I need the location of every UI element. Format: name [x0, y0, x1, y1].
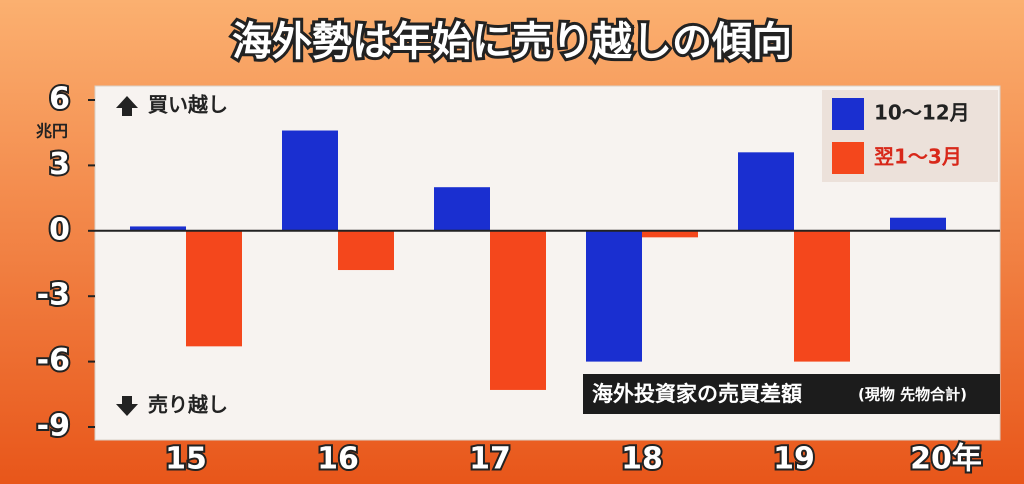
y-tick-label: 3: [49, 147, 70, 182]
bar: [738, 152, 794, 231]
bar: [794, 230, 850, 362]
legend-swatch: [832, 98, 864, 130]
chart-title: 海外勢は年始に売り越しの傾向: [232, 19, 792, 65]
y-tick-label: 6: [49, 82, 70, 117]
bar: [586, 230, 642, 362]
note-box: [583, 374, 1000, 414]
note: 海外投資家の売買差額: [592, 382, 802, 406]
bar: [434, 187, 490, 231]
annotation: 売り越し: [148, 393, 228, 417]
bar: [282, 130, 338, 231]
y-unit: 兆円: [36, 122, 68, 141]
annotation: 買い越し: [148, 93, 228, 117]
x-tick-label: 17: [469, 442, 511, 477]
legend-label: 翌1〜3月: [874, 145, 962, 169]
bar: [642, 230, 698, 238]
bar: [338, 230, 394, 271]
note-sub: (現物 先物合計): [858, 386, 967, 404]
x-tick-label: 15: [165, 442, 207, 477]
bar: [490, 230, 546, 390]
y-tick-label: 0: [49, 212, 70, 247]
x-tick-label: 16: [317, 442, 359, 477]
up-arrow: [116, 96, 138, 116]
bar: [186, 230, 242, 347]
bar: [130, 226, 186, 231]
y-tick-label: -9: [37, 409, 70, 444]
x-tick-label: 20年: [910, 442, 982, 477]
x-tick-label: 18: [621, 442, 663, 477]
y-tick-label: -3: [37, 278, 70, 313]
x-tick-label: 19: [773, 442, 815, 477]
legend-swatch: [832, 142, 864, 174]
y-tick-label: -6: [37, 343, 70, 378]
bar: [890, 217, 946, 231]
down-arrow: [116, 396, 138, 416]
legend-label: 10〜12月: [874, 101, 970, 125]
